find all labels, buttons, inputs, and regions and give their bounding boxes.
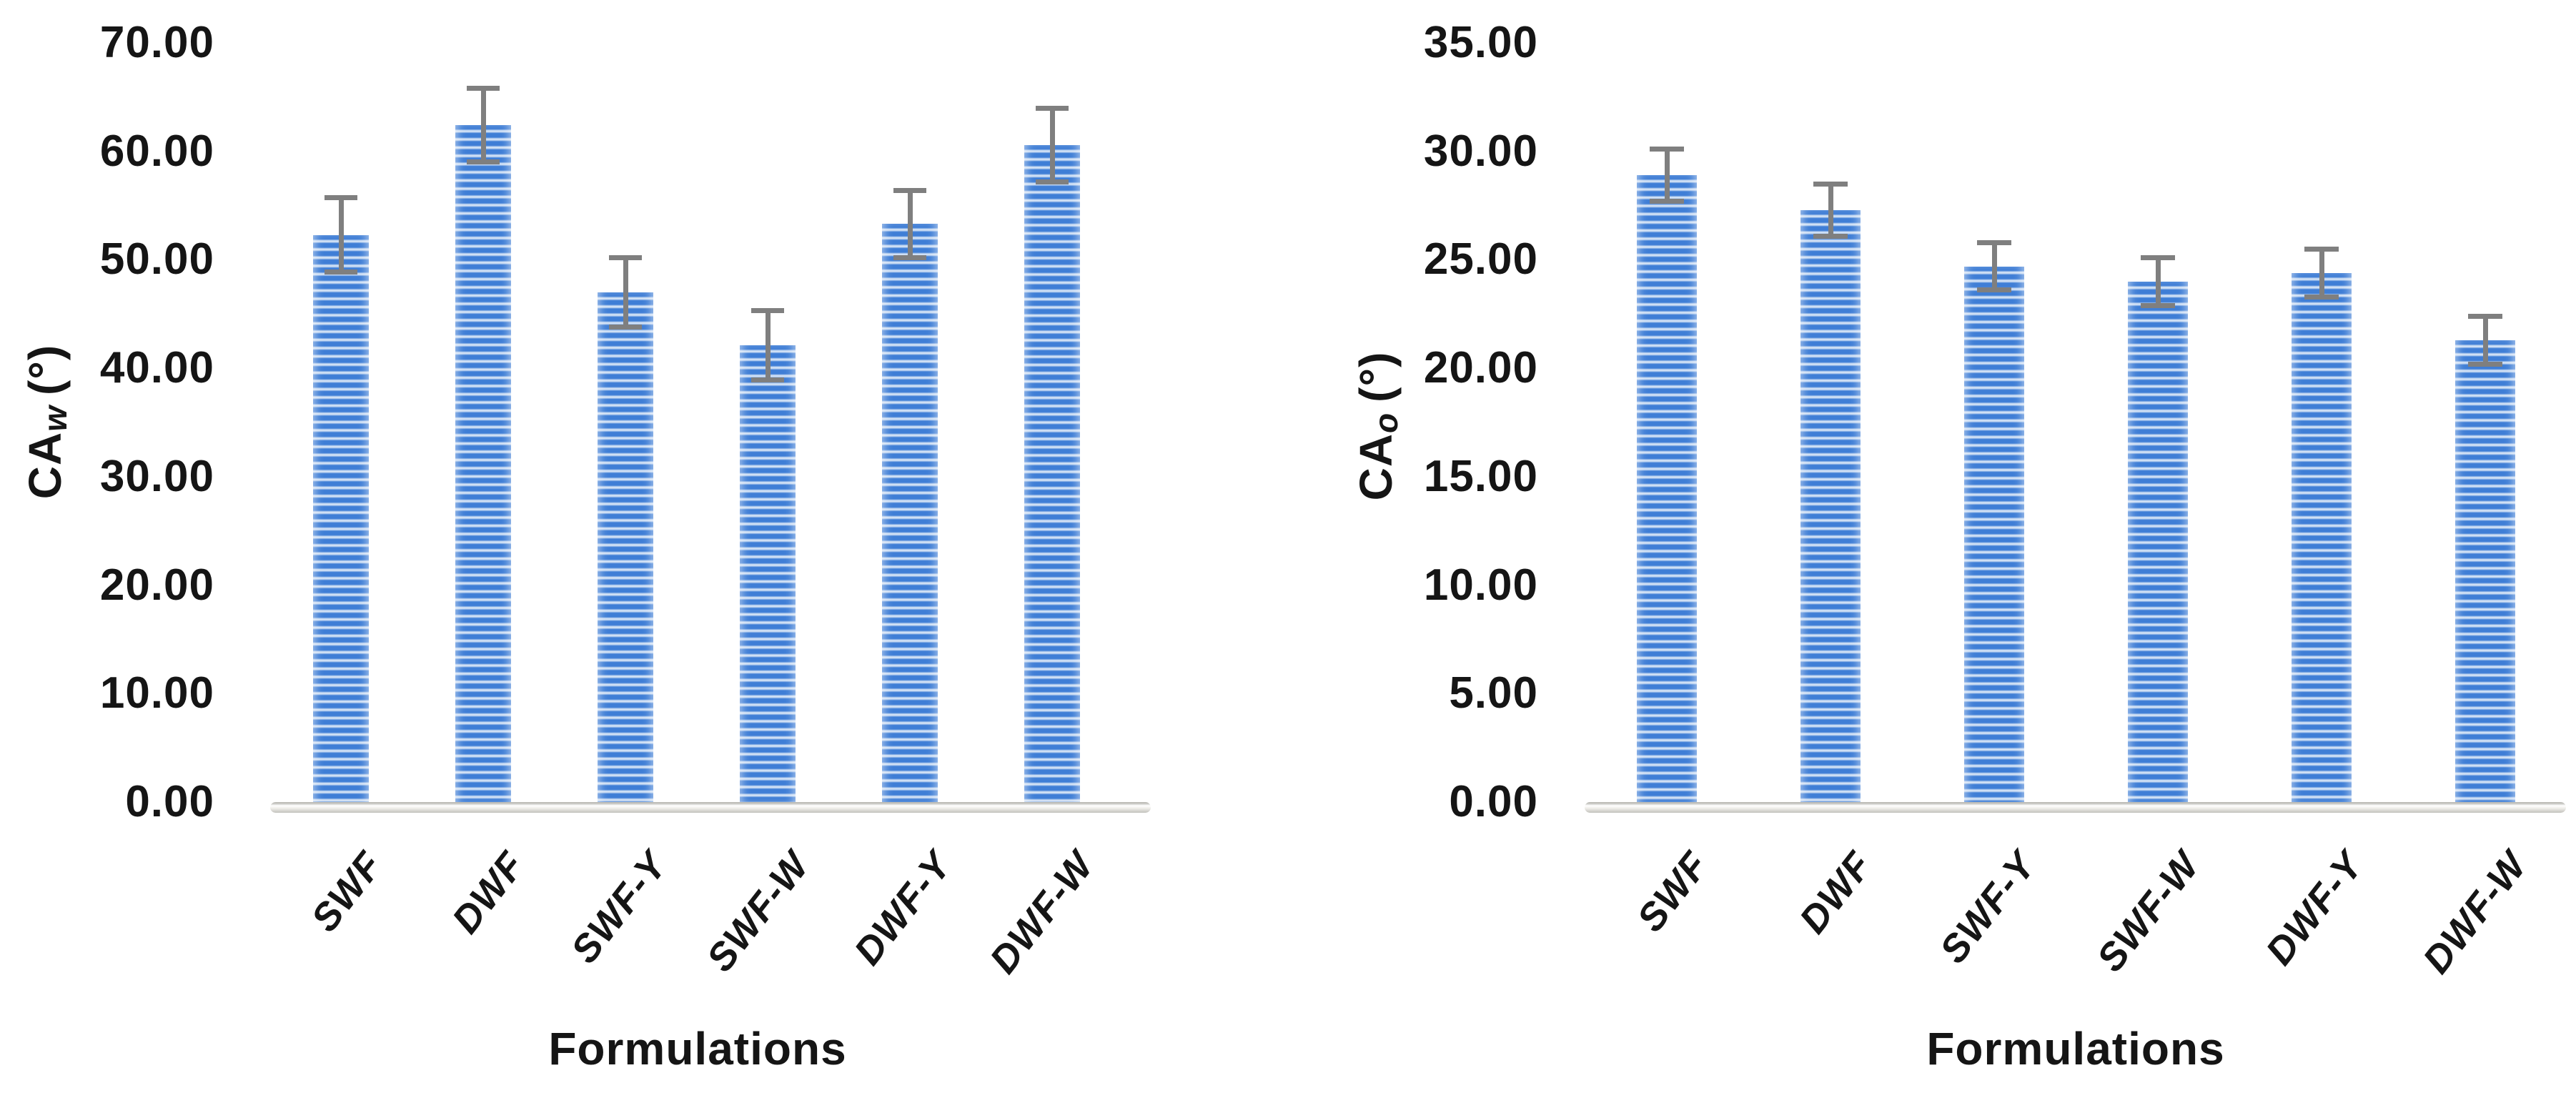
error-bar-bottom-cap-DWF-Y <box>2304 294 2339 300</box>
x-axis-baseline <box>270 802 1151 813</box>
error-bar-line-DWF <box>480 88 486 162</box>
error-bar-bottom-cap-DWF <box>1813 233 1848 239</box>
error-bar-top-cap-DWF-Y <box>2304 246 2339 252</box>
error-bar-line-DWF-W <box>1049 108 1055 182</box>
bar-SWF-Y <box>1964 266 2024 802</box>
bar-SWF <box>1637 175 1697 802</box>
error-bar-bottom-cap-SWF-W <box>751 377 784 383</box>
bar-DWF-W <box>1024 144 1080 802</box>
bar-DWF <box>455 125 511 802</box>
y-tick-label-10.00: 10.00 <box>99 668 214 718</box>
error-bar-top-cap-SWF-Y <box>1977 239 2011 245</box>
y-tick-label-50.00: 50.00 <box>99 234 214 285</box>
x-category-label-DWF-W: DWF-W <box>981 844 1103 981</box>
bar-SWF-Y <box>598 292 653 802</box>
error-bar-bottom-cap-DWF <box>467 159 500 165</box>
x-axis-title: Formulations <box>548 1023 847 1074</box>
error-bar-top-cap-DWF-W <box>2468 313 2502 319</box>
bar-SWF <box>313 234 369 802</box>
error-bar-line-SWF-Y <box>1991 242 1997 290</box>
bar-SWF-W <box>2128 281 2188 802</box>
error-bar-line-SWF <box>1664 149 1670 202</box>
error-bar-top-cap-DWF-Y <box>893 187 926 193</box>
error-bar-bottom-cap-SWF-Y <box>609 324 642 330</box>
error-bar-line-SWF-Y <box>623 257 628 327</box>
y-tick-label-35.00: 35.00 <box>1423 18 1538 67</box>
plot-area: 0.00 10.00 20.00 30.00 40.00 50.00 60.00 70.00 S… <box>99 18 1151 981</box>
error-bar-top-cap-DWF <box>1813 181 1848 187</box>
y-tick-label-20.00: 20.00 <box>1423 343 1538 393</box>
error-bar-bottom-cap-DWF-Y <box>893 254 926 260</box>
x-category-label-SWF-Y: SWF-Y <box>1931 844 2045 971</box>
x-category-label-DWF: DWF <box>1791 844 1881 941</box>
bar-DWF-Y <box>2292 272 2352 802</box>
error-bar-top-cap-SWF-W <box>751 308 784 314</box>
bar-DWF-Y <box>882 224 938 802</box>
error-bar-top-cap-SWF-W <box>2141 254 2175 260</box>
bar-DWF <box>1800 209 1861 802</box>
error-bar-top-cap-SWF-Y <box>609 254 642 260</box>
error-bar-bottom-cap-SWF <box>325 269 357 275</box>
error-bar-line-SWF-W <box>765 310 771 380</box>
error-bar-top-cap-SWF <box>1650 147 1684 152</box>
bar-DWF-W <box>2455 340 2515 802</box>
y-tick-label-25.00: 25.00 <box>1423 234 1538 285</box>
error-bar-line-DWF <box>1828 184 1833 237</box>
x-category-label-SWF-W: SWF-W <box>2089 844 2209 980</box>
plot-area: 0.00 5.00 10.00 15.00 20.00 25.00 30.00 35.00 SW… <box>1288 0 2576 1093</box>
y-tick-label-15.00: 15.00 <box>1423 451 1538 501</box>
y-tick-label-30.00: 30.00 <box>99 451 214 501</box>
x-category-label-SWF-Y: SWF-Y <box>563 844 676 971</box>
error-bar-top-cap-DWF <box>467 86 500 92</box>
error-bar-line-DWF-Y <box>907 190 913 258</box>
error-bar-bottom-cap-SWF-Y <box>1977 287 2011 293</box>
chart-caw: CAw(°) Formulations 0.00 10.00 20.00 30.00 4… <box>19 18 1151 1074</box>
x-category-label-DWF-Y: DWF-Y <box>846 844 961 973</box>
x-axis-title: Formulations <box>1926 1023 2225 1074</box>
x-axis-baseline <box>1585 802 2566 813</box>
y-tick-label-70.00: 70.00 <box>99 18 214 67</box>
error-bar-bottom-cap-SWF <box>1650 199 1684 204</box>
y-tick-label-40.00: 40.00 <box>99 343 214 393</box>
chart-cao: CAo(°) Formulations 0.00 5.00 10.00 15.00 20… <box>1288 0 2576 1093</box>
x-category-label-SWF-W: SWF-W <box>698 844 818 980</box>
y-tick-label-20.00: 20.00 <box>99 560 214 610</box>
x-category-label-DWF: DWF <box>444 844 534 941</box>
error-bar-bottom-cap-DWF-W <box>1036 179 1069 184</box>
error-bar-line-SWF <box>338 197 344 272</box>
y-tick-label-0.00: 0.00 <box>125 777 214 826</box>
x-category-label-DWF-W: DWF-W <box>2414 844 2536 981</box>
x-category-label-SWF: SWF <box>1629 844 1718 940</box>
error-bar-line-DWF-Y <box>2319 249 2324 297</box>
y-tick-label-60.00: 60.00 <box>99 126 214 176</box>
error-bar-top-cap-SWF <box>325 195 357 201</box>
y-tick-label-30.00: 30.00 <box>1423 126 1538 176</box>
error-bar-top-cap-DWF-W <box>1036 105 1069 111</box>
error-bar-line-SWF-W <box>2155 257 2161 306</box>
error-bar-line-DWF-W <box>2482 316 2488 365</box>
x-category-label-DWF-Y: DWF-Y <box>2257 844 2372 973</box>
x-category-label-SWF: SWF <box>303 844 392 940</box>
y-tick-label-10.00: 10.00 <box>1423 560 1538 610</box>
y-tick-label-0.00: 0.00 <box>1449 777 1538 826</box>
y-tick-label-5.00: 5.00 <box>1449 668 1538 718</box>
error-bar-bottom-cap-DWF-W <box>2468 361 2502 367</box>
bar-SWF-W <box>740 345 796 802</box>
error-bar-bottom-cap-SWF-W <box>2141 302 2175 308</box>
